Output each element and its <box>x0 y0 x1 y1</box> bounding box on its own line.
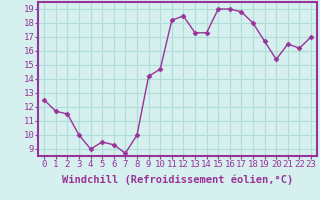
X-axis label: Windchill (Refroidissement éolien,°C): Windchill (Refroidissement éolien,°C) <box>62 175 293 185</box>
